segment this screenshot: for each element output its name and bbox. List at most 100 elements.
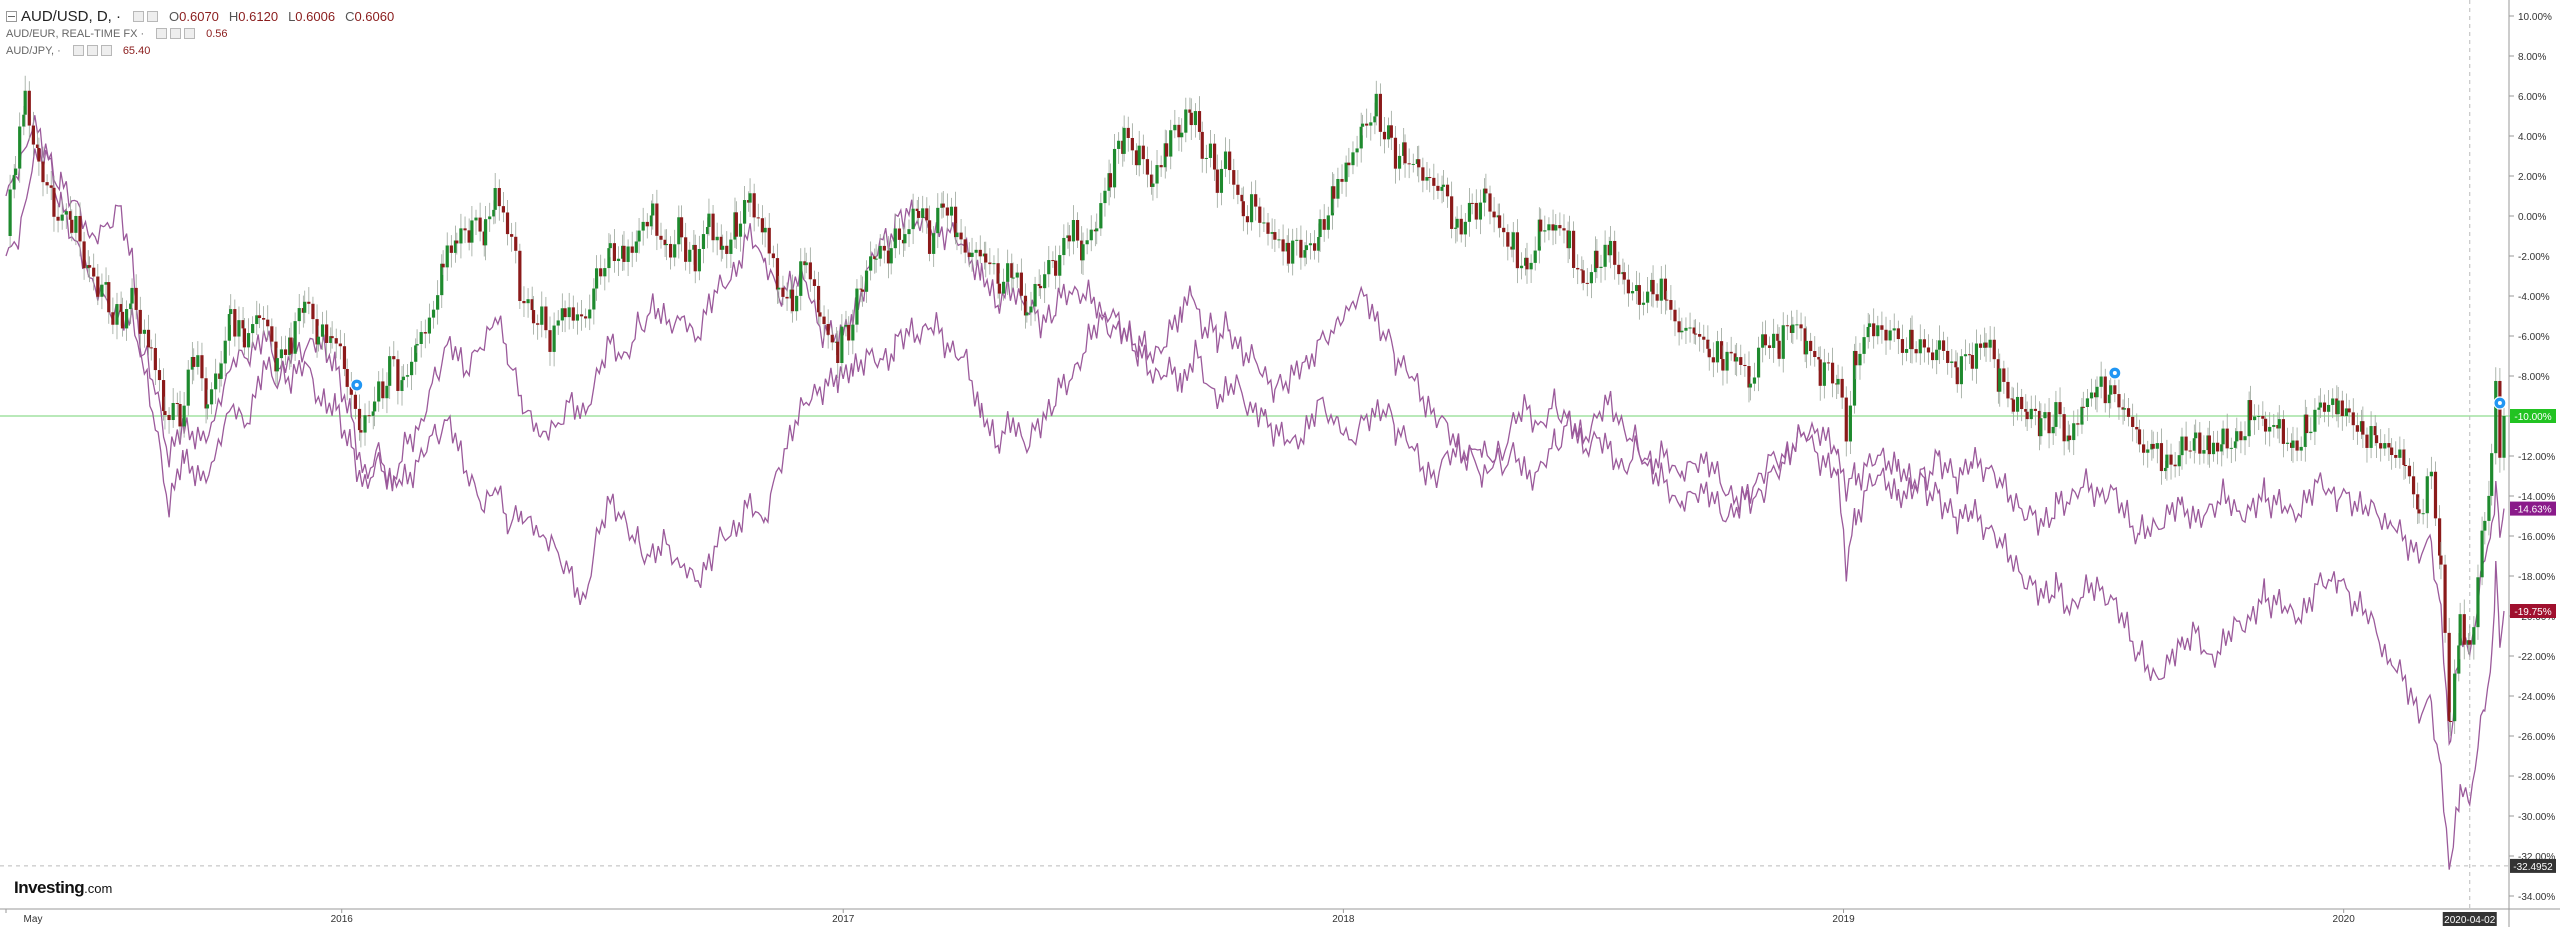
candle[interactable] xyxy=(1525,242,1529,284)
candle[interactable] xyxy=(1212,133,1217,182)
candle[interactable] xyxy=(1173,109,1177,139)
candle[interactable] xyxy=(419,320,423,358)
candle[interactable] xyxy=(192,348,196,381)
candle[interactable] xyxy=(679,205,684,252)
candle[interactable] xyxy=(2002,360,2006,394)
candle[interactable] xyxy=(307,287,311,315)
candle[interactable] xyxy=(1351,141,1355,175)
candle[interactable] xyxy=(826,309,830,349)
candle[interactable] xyxy=(1478,189,1483,235)
candle[interactable] xyxy=(1189,98,1193,141)
candle[interactable] xyxy=(342,333,347,377)
candle[interactable] xyxy=(2253,404,2257,435)
candle[interactable] xyxy=(2322,394,2327,423)
candle[interactable] xyxy=(1813,336,1817,367)
candle[interactable] xyxy=(742,185,747,236)
candle[interactable] xyxy=(1134,143,1139,175)
candle[interactable] xyxy=(2383,434,2387,456)
candle[interactable] xyxy=(1208,130,1213,168)
candle[interactable] xyxy=(1715,330,1720,373)
candle[interactable] xyxy=(120,297,125,337)
candle[interactable] xyxy=(320,311,325,350)
candle[interactable] xyxy=(1067,225,1071,257)
candle[interactable] xyxy=(2398,436,2402,469)
candle[interactable] xyxy=(2347,399,2351,423)
candle[interactable] xyxy=(1637,272,1641,320)
candle[interactable] xyxy=(293,312,297,361)
candle[interactable] xyxy=(2394,441,2398,468)
candle[interactable] xyxy=(2239,421,2243,454)
candle[interactable] xyxy=(1539,208,1543,247)
candle[interactable] xyxy=(1748,376,1752,401)
candle[interactable] xyxy=(721,234,725,259)
candle[interactable] xyxy=(974,242,978,267)
candle[interactable] xyxy=(1436,173,1440,200)
candle[interactable] xyxy=(603,258,607,291)
candle[interactable] xyxy=(2043,403,2047,431)
candle[interactable] xyxy=(233,299,237,347)
candle[interactable] xyxy=(1019,258,1023,311)
candle[interactable] xyxy=(2025,401,2029,431)
candle[interactable] xyxy=(1081,232,1085,275)
eye-icon[interactable] xyxy=(133,11,145,22)
candle[interactable] xyxy=(812,270,817,301)
candle[interactable] xyxy=(1497,203,1502,238)
candle[interactable] xyxy=(1735,342,1739,377)
candle[interactable] xyxy=(1844,386,1848,457)
candle[interactable] xyxy=(903,220,907,251)
candle[interactable] xyxy=(1791,316,1795,345)
settings-icon[interactable] xyxy=(147,11,159,22)
candle[interactable] xyxy=(467,218,471,251)
candle[interactable] xyxy=(1698,322,1702,352)
candle[interactable] xyxy=(1425,162,1429,190)
candle[interactable] xyxy=(1888,319,1892,350)
candle[interactable] xyxy=(1914,341,1918,363)
candle[interactable] xyxy=(1245,205,1250,235)
candle[interactable] xyxy=(1822,348,1826,399)
candle[interactable] xyxy=(2411,461,2416,508)
candle[interactable] xyxy=(1095,213,1099,245)
candle[interactable] xyxy=(1058,245,1062,291)
candle[interactable] xyxy=(664,229,669,261)
candle[interactable] xyxy=(1330,172,1335,230)
candle[interactable] xyxy=(1655,283,1659,308)
candle[interactable] xyxy=(1010,253,1014,293)
candle[interactable] xyxy=(2225,413,2229,459)
candle[interactable] xyxy=(510,222,514,252)
candle[interactable] xyxy=(1950,349,1954,378)
candle[interactable] xyxy=(1347,147,1351,178)
candle[interactable] xyxy=(415,329,419,353)
candle[interactable] xyxy=(182,392,186,438)
candle[interactable] xyxy=(470,205,474,257)
candle[interactable] xyxy=(840,314,844,375)
candle[interactable] xyxy=(1249,181,1254,231)
candle[interactable] xyxy=(1680,317,1684,340)
candle[interactable] xyxy=(518,243,522,309)
candle[interactable] xyxy=(1085,228,1089,255)
candle[interactable] xyxy=(822,305,826,339)
candle[interactable] xyxy=(385,372,389,414)
candle[interactable] xyxy=(1071,205,1076,255)
candle[interactable] xyxy=(275,347,279,387)
candle[interactable] xyxy=(388,346,392,399)
candle[interactable] xyxy=(1867,314,1872,342)
candle[interactable] xyxy=(459,213,463,259)
candle[interactable] xyxy=(1470,193,1474,215)
candle[interactable] xyxy=(2369,411,2373,459)
candle[interactable] xyxy=(2047,397,2051,449)
candle[interactable] xyxy=(357,394,362,441)
candle[interactable] xyxy=(897,218,902,255)
candle[interactable] xyxy=(571,295,575,329)
candle[interactable] xyxy=(1432,163,1436,200)
candle[interactable] xyxy=(1974,329,1979,384)
candle[interactable] xyxy=(1463,213,1467,247)
candle[interactable] xyxy=(455,232,459,255)
candle[interactable] xyxy=(725,231,729,269)
candle[interactable] xyxy=(1075,212,1080,248)
candle[interactable] xyxy=(612,229,616,273)
candle[interactable] xyxy=(795,285,799,321)
candle[interactable] xyxy=(1721,345,1725,386)
candle[interactable] xyxy=(1492,197,1496,233)
candle[interactable] xyxy=(889,240,893,275)
candle[interactable] xyxy=(2099,361,2103,399)
